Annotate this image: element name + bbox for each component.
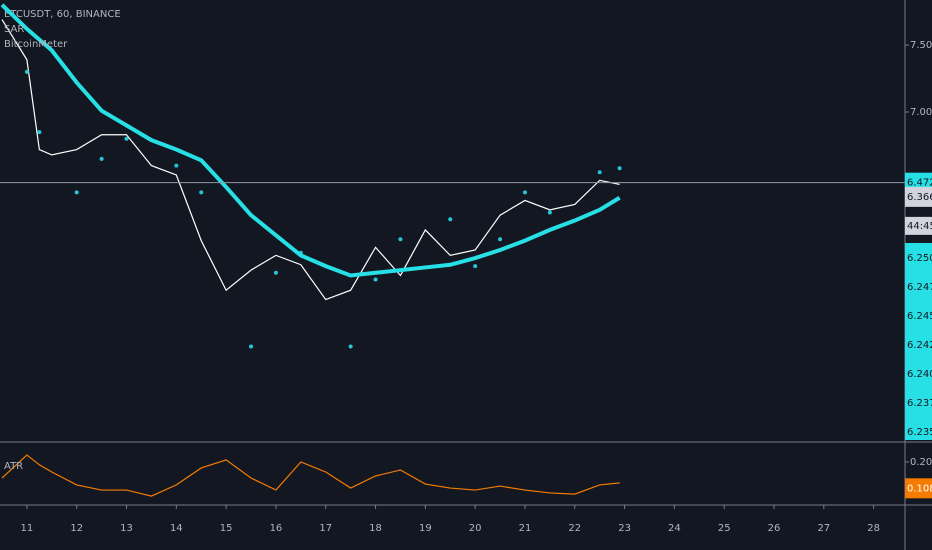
series-line bbox=[1, 454, 620, 497]
x-tick-label: 21 bbox=[519, 523, 532, 534]
x-tick-label: 24 bbox=[668, 523, 681, 534]
x-tick-label: 28 bbox=[867, 523, 880, 534]
x-tick-label: 27 bbox=[817, 523, 830, 534]
y-tick-label: 0.2000 bbox=[910, 457, 932, 468]
countdown-label: 44:45 bbox=[907, 221, 932, 232]
series-line bbox=[0, 3, 621, 278]
scale-label: 6.2500 bbox=[907, 253, 932, 264]
legend-entry: SAR bbox=[4, 24, 24, 35]
scale-label: 6.2475 bbox=[907, 282, 932, 293]
x-tick-label: 11 bbox=[21, 523, 34, 534]
sar-dot bbox=[273, 270, 278, 275]
scale-label: 6.2400 bbox=[907, 369, 932, 380]
sar-dot bbox=[249, 344, 254, 349]
sar-dot bbox=[522, 190, 527, 195]
sar-dot bbox=[617, 166, 622, 171]
x-tick-label: 15 bbox=[220, 523, 233, 534]
sar-dot bbox=[199, 190, 204, 195]
x-tick-label: 17 bbox=[319, 523, 332, 534]
sar-dot bbox=[398, 237, 403, 242]
sar-dot bbox=[348, 344, 353, 349]
series-line bbox=[1, 19, 620, 301]
sar-dot bbox=[473, 264, 478, 269]
y-tick-label: 7.5000 bbox=[910, 40, 932, 51]
scale-label: 6.2450 bbox=[907, 311, 932, 322]
atr-value-label: 0.1081 bbox=[907, 483, 932, 494]
y-tick-label: 7.0000 bbox=[910, 107, 932, 118]
sar-dot bbox=[174, 163, 179, 168]
sar-dot bbox=[24, 69, 29, 74]
legend-entry: ATR bbox=[4, 461, 23, 472]
sar-dot bbox=[124, 136, 129, 141]
x-tick-label: 26 bbox=[768, 523, 781, 534]
sar-dot bbox=[547, 210, 552, 215]
x-tick-label: 14 bbox=[170, 523, 183, 534]
chart-title: ETCUSDT, 60, BINANCE bbox=[4, 9, 121, 20]
last-price-label: 6.4725 bbox=[907, 178, 932, 189]
countdown-box bbox=[905, 216, 932, 235]
scale-label: 6.2350 bbox=[907, 427, 932, 438]
x-tick-label: 25 bbox=[718, 523, 731, 534]
sar-dot bbox=[373, 277, 378, 282]
scale-highlight bbox=[905, 243, 932, 440]
scale-label: 6.2375 bbox=[907, 398, 932, 409]
x-tick-label: 18 bbox=[369, 523, 382, 534]
x-tick-label: 23 bbox=[618, 523, 631, 534]
sar-dot bbox=[99, 156, 104, 161]
atr-value-box bbox=[905, 478, 932, 499]
x-tick-label: 20 bbox=[469, 523, 482, 534]
x-tick-label: 16 bbox=[270, 523, 283, 534]
sar-dot bbox=[448, 217, 453, 222]
marker-price-label: 6.3666 bbox=[907, 192, 932, 203]
x-tick-label: 19 bbox=[419, 523, 432, 534]
x-tick-label: 22 bbox=[568, 523, 581, 534]
sar-dot bbox=[37, 130, 42, 135]
sar-dot bbox=[74, 190, 79, 195]
sar-dot bbox=[597, 170, 602, 175]
x-tick-label: 13 bbox=[120, 523, 133, 534]
sar-dot bbox=[498, 237, 503, 242]
legend-entry: BitcoinMeter bbox=[4, 39, 68, 50]
marker-price-box bbox=[905, 186, 932, 207]
x-tick-label: 12 bbox=[70, 523, 83, 534]
